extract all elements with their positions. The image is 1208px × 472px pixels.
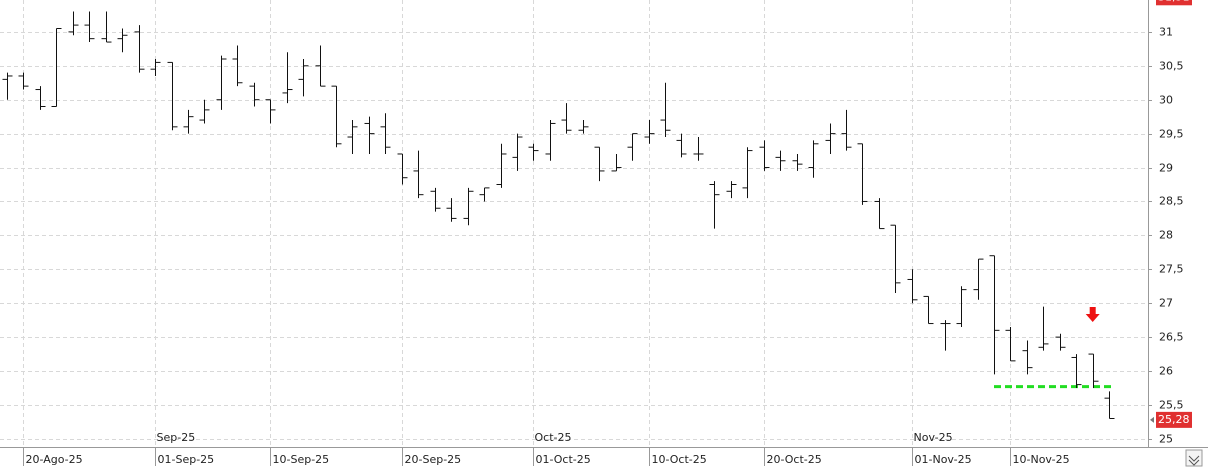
y-tick-label: 25 — [1159, 433, 1173, 446]
max-price-label: 31,51 — [1158, 0, 1190, 3]
month-label: Nov-25 — [914, 431, 953, 444]
max-price-box — [1156, 0, 1192, 6]
y-tick-label: 25,5 — [1159, 399, 1184, 412]
x-tick-label: 01-Sep-25 — [158, 453, 215, 466]
month-label: Oct-25 — [535, 431, 572, 444]
y-tick-label: 30 — [1159, 94, 1173, 107]
x-tick-label: 10-Oct-25 — [652, 453, 707, 466]
x-tick-label: 01-Oct-25 — [536, 453, 591, 466]
y-tick-label: 26 — [1159, 365, 1173, 378]
y-tick-label: 26,5 — [1159, 331, 1184, 344]
y-tick-label: 29 — [1159, 162, 1173, 175]
x-tick-label: 10-Sep-25 — [273, 453, 330, 466]
y-tick-label: 28,5 — [1159, 195, 1184, 208]
y-tick-label: 27 — [1159, 297, 1173, 310]
last-price-box — [1156, 411, 1192, 428]
last-price-label: 25,28 — [1158, 413, 1190, 426]
y-tick-label: 31 — [1159, 26, 1173, 39]
x-tick-label: 10-Nov-25 — [1013, 453, 1070, 466]
y-tick-label: 29,5 — [1159, 128, 1184, 141]
x-tick-label: 20-Sep-25 — [405, 453, 462, 466]
month-label: Sep-25 — [157, 431, 196, 444]
signal-arrow — [1085, 307, 1100, 322]
last-price-pointer — [1150, 416, 1154, 423]
x-tick-label: 01-Nov-25 — [915, 453, 972, 466]
x-tick-label: 20-Oct-25 — [767, 453, 822, 466]
y-tick-label: 30,5 — [1159, 60, 1184, 73]
scroll-button[interactable] — [1185, 449, 1203, 467]
y-tick-label: 28 — [1159, 229, 1173, 242]
y-tick-label: 27,5 — [1159, 263, 1184, 276]
scroll-icon — [1188, 455, 1200, 466]
x-tick-label: 20-Ago-25 — [26, 453, 83, 466]
